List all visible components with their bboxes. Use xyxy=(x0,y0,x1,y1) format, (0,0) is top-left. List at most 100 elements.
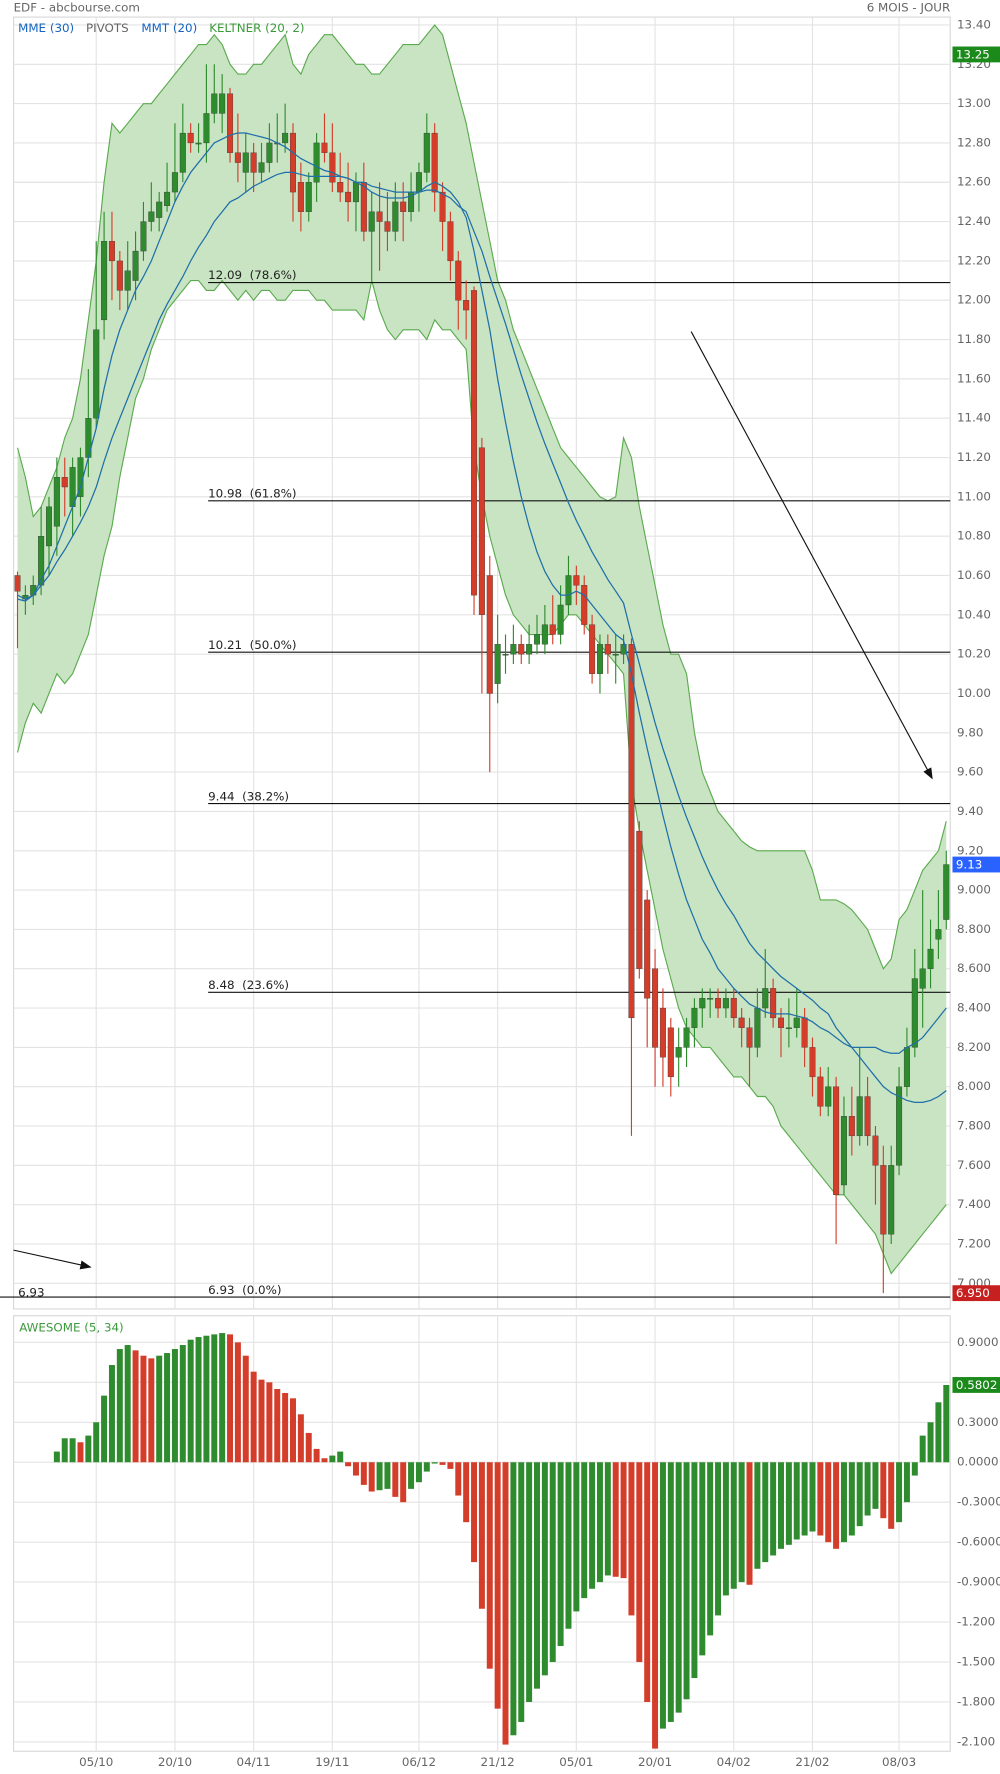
candle-body xyxy=(431,132,438,193)
candle-body xyxy=(352,182,359,203)
bar xyxy=(557,1462,564,1647)
bar xyxy=(313,1448,320,1463)
y-tick-label: 7.400 xyxy=(957,1197,991,1211)
bar xyxy=(423,1462,430,1472)
candle-body xyxy=(793,1017,800,1028)
candle-body xyxy=(486,575,493,694)
x-tick-label: 05/10 xyxy=(79,1755,113,1769)
candle-body xyxy=(801,1017,808,1048)
candle-body xyxy=(313,142,320,183)
bar xyxy=(573,1462,580,1612)
bar xyxy=(927,1422,934,1463)
bar xyxy=(345,1462,352,1467)
candle-body xyxy=(171,172,178,193)
x-tick-label: 06/12 xyxy=(402,1755,436,1769)
pane-frame xyxy=(13,16,951,1310)
candle-body xyxy=(282,132,289,144)
candle-body xyxy=(715,998,722,1009)
candle-body xyxy=(919,968,926,989)
candle-body xyxy=(345,191,352,203)
bar xyxy=(116,1349,123,1463)
candle-body xyxy=(589,624,596,674)
bar xyxy=(195,1337,202,1463)
bar xyxy=(817,1462,824,1536)
bar xyxy=(203,1335,210,1463)
bar xyxy=(581,1462,588,1599)
bar xyxy=(825,1462,832,1543)
candle-body xyxy=(565,575,572,606)
bar xyxy=(778,1462,784,1549)
y-tick-label: 12.80 xyxy=(957,135,991,149)
y-tick-label: -1.200 xyxy=(957,1615,995,1629)
candle-body xyxy=(754,1007,761,1048)
candle-body xyxy=(38,536,45,586)
bar xyxy=(872,1462,879,1509)
y-tick-label: 7.800 xyxy=(957,1119,991,1133)
bar xyxy=(612,1462,619,1577)
bar xyxy=(856,1462,863,1527)
bar xyxy=(124,1345,131,1463)
candle-body xyxy=(746,1027,753,1048)
bar xyxy=(439,1462,446,1465)
candle-body xyxy=(156,201,163,218)
bar xyxy=(809,1462,816,1532)
bar xyxy=(132,1350,139,1463)
bar xyxy=(85,1435,92,1463)
bar xyxy=(848,1462,855,1536)
bar xyxy=(628,1462,635,1616)
candle-body xyxy=(61,477,68,488)
low-label: 6.93 xyxy=(18,1286,44,1300)
candle-body xyxy=(376,211,383,222)
chart-title: EDF - abcbourse.com xyxy=(14,1,140,15)
bar xyxy=(101,1395,108,1463)
candle-body xyxy=(927,948,934,969)
x-tick-label: 04/11 xyxy=(237,1755,271,1769)
y-tick-label: -0.3000 xyxy=(957,1495,1000,1509)
bar xyxy=(801,1462,808,1536)
y-tick-label: 0.9000 xyxy=(957,1335,999,1349)
x-tick-label: 21/12 xyxy=(481,1755,515,1769)
bar xyxy=(282,1392,289,1463)
bar xyxy=(455,1462,462,1496)
y-tick-label: 12.20 xyxy=(957,253,991,267)
y-tick-label: -1.500 xyxy=(957,1655,995,1669)
candle-body xyxy=(707,998,714,1000)
candle-body xyxy=(384,221,391,232)
candle-body xyxy=(628,644,635,1019)
candle-body xyxy=(581,585,588,625)
foreground-layer: 13.4013.2013.0012.8012.6012.4012.2012.00… xyxy=(0,17,1000,1769)
bar xyxy=(148,1358,155,1463)
bar xyxy=(266,1382,273,1463)
candle-body xyxy=(45,506,52,547)
legend-entry: KELTNER (20, 2) xyxy=(209,21,304,35)
bar xyxy=(707,1462,714,1636)
candle-body xyxy=(730,998,737,1019)
price-badge-label: 13.25 xyxy=(956,48,990,62)
candle-body xyxy=(329,152,336,183)
price-badge-label: 9.13 xyxy=(956,858,982,872)
y-tick-label: -1.800 xyxy=(957,1694,995,1708)
bar xyxy=(715,1462,722,1616)
y-tick-label: 10.00 xyxy=(957,686,991,700)
bar xyxy=(368,1462,375,1492)
bar xyxy=(211,1334,218,1463)
candle-body xyxy=(557,604,564,635)
bar xyxy=(408,1462,415,1489)
y-tick-label: 11.60 xyxy=(957,371,991,385)
bar xyxy=(384,1462,391,1489)
bar xyxy=(518,1462,525,1722)
fib-label: 12.09 (78.6%) xyxy=(208,268,296,282)
fib-label: 10.98 (61.8%) xyxy=(208,486,296,500)
fib-label: 6.93 (0.0%) xyxy=(208,1283,281,1297)
bar xyxy=(321,1458,328,1463)
candle-body xyxy=(888,1165,895,1235)
candle-body xyxy=(533,634,541,645)
y-tick-label: 13.00 xyxy=(957,96,991,110)
bar xyxy=(187,1339,194,1463)
candle-body xyxy=(840,1116,847,1186)
x-tick-label: 08/03 xyxy=(882,1755,916,1769)
bar xyxy=(683,1462,690,1700)
candle-body xyxy=(691,1007,698,1028)
bar xyxy=(329,1455,336,1463)
x-tick-label: 04/02 xyxy=(717,1755,751,1769)
